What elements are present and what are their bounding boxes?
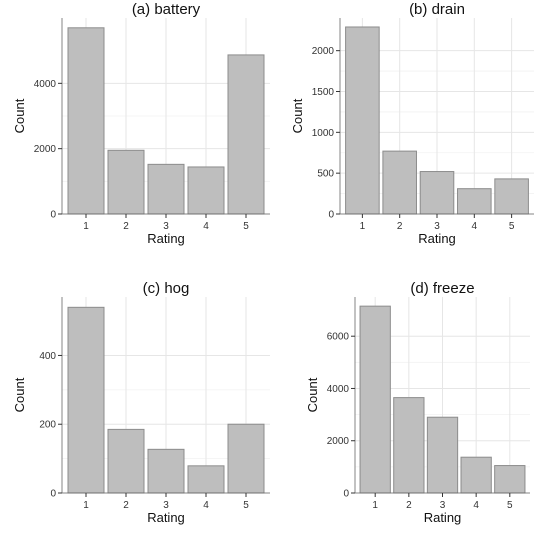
chart-title: (b) drain: [409, 1, 465, 18]
x-tick-label: 4: [473, 500, 479, 511]
y-axis-label: Count: [12, 98, 27, 133]
bar-rating-4: [187, 166, 225, 215]
y-tick-label: 200: [39, 420, 56, 431]
x-tick-label: 5: [509, 221, 515, 232]
bar-rating-4: [460, 456, 492, 494]
bar-rating-5: [494, 465, 526, 494]
y-tick-label: 1000: [312, 128, 335, 139]
bar-rating-1: [67, 27, 105, 215]
x-axis-label: Rating: [147, 510, 185, 525]
x-tick-label: 4: [472, 221, 478, 232]
x-axis-label: Rating: [424, 510, 462, 525]
bar-rating-1: [345, 26, 380, 215]
bar-rating-3: [147, 163, 185, 215]
y-tick-label: 0: [50, 489, 56, 500]
x-tick-label: 1: [83, 221, 89, 232]
x-tick-label: 2: [123, 500, 129, 511]
y-axis-label: Count: [12, 377, 27, 412]
bar-rating-3: [419, 171, 455, 215]
bar-rating-4: [187, 465, 225, 494]
y-tick-label: 400: [39, 351, 56, 362]
panel-hog: 0 200 400 1 2 3 4 5 (c) hog Rating Count: [12, 280, 270, 525]
x-tick-label: 1: [372, 500, 378, 511]
chart-title: (d) freeze: [410, 280, 474, 297]
y-tick-label: 1500: [312, 87, 335, 98]
x-axis-label: Rating: [147, 231, 185, 246]
x-tick-label: 5: [507, 500, 513, 511]
bar-rating-2: [107, 428, 145, 494]
x-tick-label: 2: [123, 221, 129, 232]
panel-freeze: 0 2000 4000 6000 1 2 3 4 5 (d) freeze Rating Count: [305, 280, 530, 525]
x-tick-label: 1: [83, 500, 89, 511]
y-tick-label: 6000: [327, 332, 350, 343]
x-tick-label: 4: [203, 221, 209, 232]
chart-title: (a) battery: [132, 1, 201, 18]
bar-rating-3: [426, 416, 459, 494]
chart-title: (c) hog: [143, 280, 190, 297]
panel-drain: 0 500 1000 1500 2000 1 2 3 4 5 (b) drain Rating Coun…: [290, 1, 534, 246]
x-tick-label: 5: [243, 500, 249, 511]
y-tick-label: 0: [328, 210, 334, 221]
panel-battery: 0 2000 4000 1 2 3 4 5 (a) battery Rating Count: [12, 1, 270, 246]
bar-rating-5: [227, 423, 265, 494]
bar-rating-4: [457, 188, 492, 215]
x-tick-label: 3: [434, 221, 440, 232]
bar-rating-5: [494, 178, 529, 215]
y-tick-label: 2000: [312, 46, 335, 57]
y-tick-label: 0: [50, 210, 56, 221]
y-axis-label: Count: [305, 377, 320, 412]
bar-rating-2: [107, 149, 145, 215]
y-axis-label: Count: [290, 98, 305, 133]
y-tick-label: 2000: [327, 436, 350, 447]
x-tick-label: 3: [163, 500, 169, 511]
bar-rating-3: [147, 448, 185, 494]
bar-rating-2: [382, 150, 417, 215]
y-tick-label: 4000: [327, 384, 350, 395]
x-tick-label: 3: [440, 500, 446, 511]
x-tick-label: 2: [397, 221, 403, 232]
x-tick-label: 3: [163, 221, 169, 232]
x-tick-label: 1: [360, 221, 366, 232]
bar-rating-1: [67, 306, 105, 494]
bar-rating-5: [227, 54, 265, 215]
x-tick-label: 4: [203, 500, 209, 511]
y-tick-label: 500: [317, 169, 334, 180]
bar-rating-2: [393, 397, 425, 494]
bar-rating-1: [359, 305, 391, 494]
y-tick-label: 0: [343, 489, 349, 500]
x-tick-label: 5: [243, 221, 249, 232]
x-axis-label: Rating: [418, 231, 456, 246]
y-tick-label: 4000: [34, 79, 57, 90]
y-tick-label: 2000: [34, 144, 57, 155]
x-tick-label: 2: [406, 500, 412, 511]
